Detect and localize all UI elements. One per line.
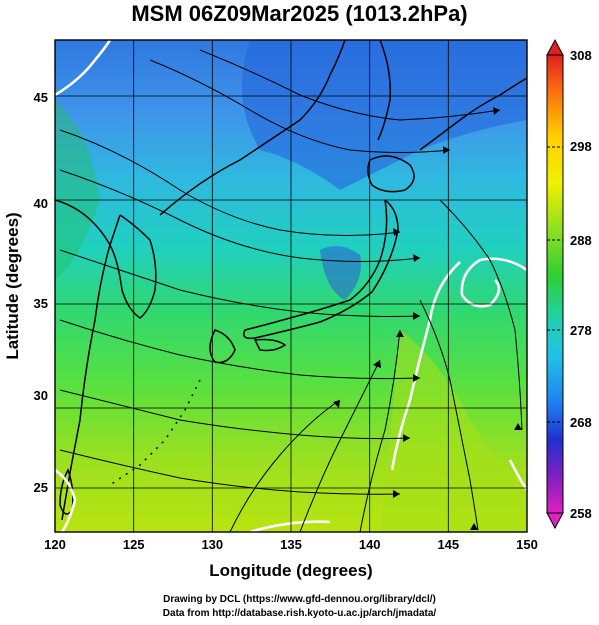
y-axis-label: Latitude (degrees) [3,212,22,359]
y-tick-45: 45 [34,90,48,105]
wind-streamlines [59,49,523,532]
map-gridlines [55,40,527,532]
x-tick-labels: 120 125 130 135 140 145 150 [44,537,538,552]
contour-east-front [390,261,461,471]
y-tick-30: 30 [34,388,48,403]
contour-southwest [55,468,77,532]
cold-air-region [242,40,527,190]
warm-region [380,330,527,532]
x-axis-label: Longitude (degrees) [209,561,372,580]
x-tick-130: 130 [201,537,223,552]
y-tick-labels: 25 30 35 40 45 [34,90,48,495]
colorbar-tick-258: 258 [570,506,592,521]
x-tick-145: 145 [437,537,459,552]
y-tick-40: 40 [34,196,48,211]
x-tick-125: 125 [123,537,145,552]
colorbar-scale [546,54,564,514]
colorbar-bottom-arrow [546,512,564,530]
credit-data-source: Data from http://database.rish.kyoto-u.a… [162,608,437,619]
kyushu-coast [209,329,236,364]
russia-coast [159,40,346,216]
colorbar-top-arrow [546,38,564,56]
contour-south [249,520,331,532]
x-tick-150: 150 [516,537,538,552]
map-title: MSM 06Z09Mar2025 (1013.2hPa) [131,1,468,26]
y-tick-25: 25 [34,480,48,495]
credit-drawing: Drawing by DCL (https://www.gfd-dennou.o… [163,594,436,605]
shikoku-coast [253,338,287,352]
x-tick-140: 140 [359,537,381,552]
hokkaido-coast [367,155,415,193]
y-tick-35: 35 [34,296,48,311]
colorbar-tick-278: 278 [570,323,592,338]
kuril-coast [419,77,527,151]
map-plot-area [55,40,527,532]
contour-low-east [460,257,527,308]
colorbar-tick-288: 288 [570,233,592,248]
colorbar: 308 298 288 278 268 258 [546,38,592,530]
china-coast [55,199,111,521]
colorbar-tick-298: 298 [570,139,592,154]
x-tick-120: 120 [44,537,66,552]
plot-frame [54,39,528,533]
streamline-arrows [333,107,522,530]
continent-west-region [55,100,100,280]
coastlines [55,40,527,521]
contour-northwest [55,40,112,97]
temperature-contours [55,40,527,532]
colorbar-tick-268: 268 [570,415,592,430]
colorbar-tick-308: 308 [570,48,592,63]
x-tick-135: 135 [280,537,302,552]
cold-mountain-region [320,246,361,300]
sakhalin-coast [377,40,392,141]
